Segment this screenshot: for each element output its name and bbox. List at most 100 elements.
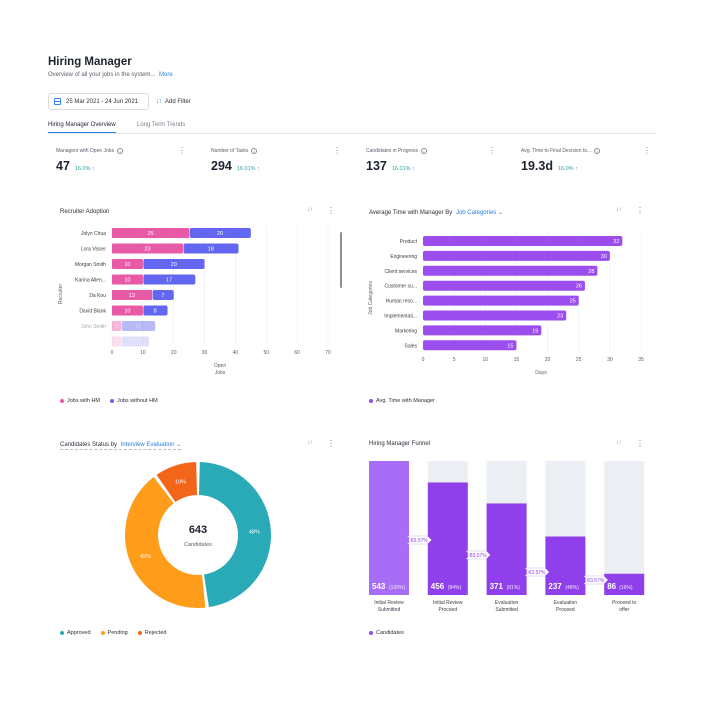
funnel-bar[interactable]: [369, 461, 409, 595]
more-options-icon[interactable]: ⋮: [327, 439, 335, 448]
bar-avg-time[interactable]: [423, 236, 623, 246]
legend-item-approved[interactable]: Approved: [60, 630, 91, 636]
legend-dot: [369, 398, 373, 403]
category-label: Product: [400, 239, 418, 245]
more-options-icon[interactable]: ⋮: [636, 439, 644, 448]
bar-jobs-with-hm[interactable]: [112, 305, 143, 316]
sort-icon[interactable]: ↓↑: [616, 207, 622, 213]
bar-jobs-without-hm[interactable]: [189, 228, 251, 238]
x-tick-label: 0: [111, 350, 114, 356]
bar-jobs-without-hm[interactable]: [121, 336, 150, 347]
category-label: Jolyn Chua: [81, 231, 106, 237]
slice-percent-label: 10%: [175, 479, 186, 485]
status-title: Candidates Status by Interview Evaluatio…: [60, 441, 182, 450]
x-tick-label: 35: [638, 357, 644, 363]
funnel-percent-label: (84%): [448, 585, 462, 591]
category-label: Human reso...: [386, 299, 417, 305]
date-range-picker[interactable]: 25 Mar 2021 - 24 Jun 2021: [48, 93, 149, 110]
info-icon[interactable]: i: [420, 148, 427, 154]
bar-avg-time[interactable]: [423, 280, 585, 291]
x-tick-label: 10: [140, 350, 146, 356]
more-options-icon[interactable]: ⋮: [636, 206, 644, 215]
legend-label: Jobs without HM: [117, 398, 158, 404]
bar-avg-time[interactable]: [423, 325, 542, 336]
x-axis-label: Days: [535, 370, 547, 376]
legend-item-avg-time[interactable]: Avg. Time with Manager: [369, 398, 435, 404]
status-legend: Approved Pending Rejected: [60, 630, 166, 636]
category-label: Karina Allen...: [75, 278, 106, 284]
legend-item-pending[interactable]: Pending: [100, 630, 128, 636]
bar-avg-time[interactable]: [423, 250, 610, 261]
bar-jobs-without-hm[interactable]: [143, 305, 168, 316]
interview-evaluation-dropdown[interactable]: Interview Evaluation ⌄: [121, 442, 181, 448]
x-tick-label: 50: [264, 350, 270, 356]
kpi-value: 137: [366, 159, 387, 173]
bar-jobs-with-hm[interactable]: [112, 259, 143, 269]
more-options-icon[interactable]: ⋮: [643, 146, 651, 155]
bar-jobs-with-hm[interactable]: [112, 228, 190, 238]
x-tick-label: 40: [233, 350, 239, 356]
info-icon[interactable]: i: [594, 148, 601, 154]
funnel-bar[interactable]: [545, 536, 586, 595]
bar-jobs-without-hm[interactable]: [183, 243, 239, 254]
scrollbar-thumb[interactable]: [340, 232, 342, 288]
bar-jobs-with-hm[interactable]: [112, 243, 183, 254]
bar-jobs-with-hm[interactable]: [112, 290, 153, 300]
status-title-text: Candidates Status by: [60, 442, 118, 448]
bar-jobs-without-hm[interactable]: [121, 321, 156, 331]
bar-jobs-without-hm[interactable]: [143, 274, 196, 285]
bar-jobs-with-hm[interactable]: [112, 274, 143, 285]
x-tick-label: 5: [453, 357, 456, 363]
sort-icon[interactable]: ↓↑: [616, 440, 622, 446]
funnel-bar[interactable]: [427, 482, 468, 595]
legend-item-jobs-with-hm[interactable]: Jobs with HM: [60, 398, 100, 404]
donut-slice-rejected[interactable]: [156, 462, 198, 503]
sort-icon[interactable]: ↓↑: [307, 440, 313, 446]
category-label: Customer su...: [384, 284, 417, 290]
kpi-delta: 16.0% ↑: [74, 166, 95, 172]
x-tick-label: 70: [325, 350, 331, 356]
more-options-icon[interactable]: ⋮: [333, 146, 341, 155]
bar-avg-time[interactable]: [423, 295, 579, 306]
dropdown-label: Job Categories: [455, 210, 497, 216]
bar-value-label: 10: [124, 309, 130, 315]
category-label: Implementati...: [384, 314, 417, 320]
recruiter-adoption-title: Recruiter Adoption: [60, 209, 110, 215]
x-tick-label: 20: [545, 357, 551, 363]
funnel-bar-background: [604, 461, 645, 595]
bar-jobs-with-hm[interactable]: [112, 336, 122, 347]
info-icon[interactable]: i: [117, 148, 124, 154]
x-tick-label: 10: [483, 357, 489, 363]
bar-jobs-without-hm[interactable]: [143, 259, 205, 269]
funnel-category-label: Evaluation: [495, 600, 519, 606]
job-categories-dropdown[interactable]: Job Categories ⌄: [456, 210, 503, 216]
bar-jobs-without-hm[interactable]: [152, 290, 174, 300]
bar-avg-time[interactable]: [423, 310, 567, 321]
kpi-value: 294: [211, 159, 232, 173]
more-options-icon[interactable]: ⋮: [488, 146, 496, 155]
more-options-icon[interactable]: ⋮: [327, 206, 335, 215]
bar-avg-time[interactable]: [423, 340, 517, 351]
bar-jobs-with-hm[interactable]: [112, 321, 122, 331]
sort-icon[interactable]: ↓↑: [307, 207, 313, 213]
bar-value-label: 28: [588, 269, 594, 275]
donut-slice-pending[interactable]: [124, 477, 206, 608]
category-label: Engineering: [390, 254, 417, 260]
kpi-label: Managers with Open Jobs: [56, 148, 115, 154]
legend-label: Avg. Time with Manager: [376, 398, 435, 404]
more-link[interactable]: More: [159, 72, 173, 78]
legend-item-candidates[interactable]: Candidates: [369, 630, 404, 636]
tab-hiring-manager-overview[interactable]: Hiring Manager Overview: [48, 122, 116, 133]
info-icon[interactable]: i: [251, 148, 258, 154]
kpi-card-tasks: Number of Tasks i 294 16.01% ↑: [211, 148, 341, 175]
more-options-icon[interactable]: ⋮: [178, 146, 186, 155]
funnel-bar[interactable]: [486, 503, 527, 595]
funnel-bar[interactable]: [604, 573, 645, 595]
legend-item-jobs-without-hm[interactable]: Jobs without HM: [110, 398, 158, 404]
funnel-category-label: Submitted: [495, 607, 518, 613]
bar-avg-time[interactable]: [423, 265, 598, 276]
add-filter-button[interactable]: ↓↑ Add Filter: [156, 93, 191, 110]
donut-slice-approved[interactable]: [198, 462, 272, 608]
legend-item-rejected[interactable]: Rejected: [137, 630, 166, 636]
tab-long-term-trends[interactable]: Long Term Trends: [137, 122, 186, 128]
